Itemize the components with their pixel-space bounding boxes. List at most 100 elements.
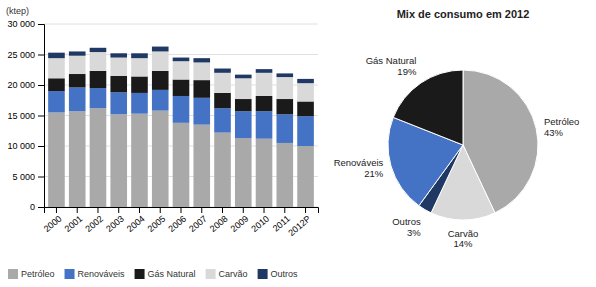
tick-label: 25 000 [7,50,35,60]
bar [235,75,252,79]
tick-mark [38,146,44,147]
bar [193,58,210,62]
slice [393,70,463,145]
bar [256,139,273,207]
tick-mark [118,207,119,213]
bars [48,47,314,207]
bar [131,58,148,76]
data-label-value: 3% [407,227,421,238]
bar [110,53,127,57]
axis-line [45,208,319,214]
legend-label: Petróleo [21,269,55,279]
tick: 2004 [125,207,147,234]
data-label: Gás Natural19% [366,55,417,77]
tick-label: 0 [30,202,35,212]
bar [69,56,86,74]
bar [152,71,169,90]
tick-mark [201,207,202,213]
bar [110,92,127,114]
bar [173,61,190,79]
bar [276,77,293,99]
bar [276,99,293,114]
bar [69,51,86,55]
bar [235,111,252,138]
tick-mark [264,207,265,213]
tick-label: 2007 [187,214,209,235]
legend-item: Carvão [206,269,248,279]
tick-mark [305,207,306,213]
tick-label: 2006 [166,214,188,235]
bar [173,80,190,96]
grid-line [44,24,318,25]
bar [69,111,86,207]
tick-label: 15 000 [7,111,35,121]
tick-label: 2009 [229,214,251,235]
bar [276,143,293,207]
bar [152,47,169,52]
chart-title: Mix de consumo em 2012 [397,8,530,20]
tick-label: 2010 [249,214,271,235]
legend-label: Outros [271,269,299,279]
tick-mark [243,207,244,213]
bar-series [48,47,314,84]
bar-series [48,87,314,146]
bar [173,58,190,62]
tick: 0 [30,202,44,212]
data-label-value: 14% [453,238,473,249]
bar [235,78,252,99]
tick: 15 000 [7,111,44,121]
bar [256,73,273,96]
data-label: Petróleo43% [544,116,579,138]
tick: 10 000 [7,141,44,151]
tick-mark [38,24,44,25]
bar [90,88,107,108]
tick: 30 000 [7,19,44,29]
bar [152,51,169,71]
tick-mark [38,55,44,56]
tick-label: 2012P [286,214,312,238]
tick-mark [56,207,57,213]
tick-mark [97,207,98,213]
tick-label: 20 000 [7,80,35,90]
tick-mark [77,207,78,213]
data-label-name: Gás Natural [366,55,417,66]
bar [235,138,252,207]
tick-label: 2004 [125,214,147,235]
bar [48,112,65,207]
tick-label: 2008 [208,214,230,235]
bar [193,62,210,80]
tick: 2007 [187,207,209,234]
bar [193,80,210,98]
x-axis: 2000200120022003200420052006200720082009… [42,207,319,238]
data-label: Renováveis21% [334,157,384,179]
tick: 2002 [83,207,105,234]
pie-chart: Petróleo43%Carvão14%Outros3%Renováveis21… [334,55,580,249]
bar-series [48,108,314,207]
bar [193,125,210,207]
data-label-value: 21% [364,168,384,179]
tick-label: 10 000 [7,141,35,151]
legend-item: Renováveis [65,269,126,279]
bar-series [48,51,314,101]
tick: 25 000 [7,50,44,60]
bar [235,99,252,111]
bar [110,76,127,92]
bar [48,78,65,91]
bar [48,53,65,58]
bar [110,114,127,207]
tick-mark [38,85,44,86]
data-label: Carvão14% [448,228,479,250]
tick-label: 2000 [42,214,64,235]
legend-swatch [135,269,145,279]
chart-canvas: 05 00010 00015 00020 00025 00030 0002000… [0,0,596,287]
legend-swatch [206,269,216,279]
tick: 20 000 [7,80,44,90]
data-label-name: Petróleo [544,116,579,127]
bar-chart: 05 00010 00015 00020 00025 00030 0002000… [7,19,318,238]
legend: PetróleoRenováveisGás NaturalCarvãoOutro… [8,269,298,279]
bar [90,108,107,207]
bar [214,93,231,108]
bar [214,133,231,207]
tick-mark [222,207,223,213]
data-label-name: Renováveis [334,157,384,168]
